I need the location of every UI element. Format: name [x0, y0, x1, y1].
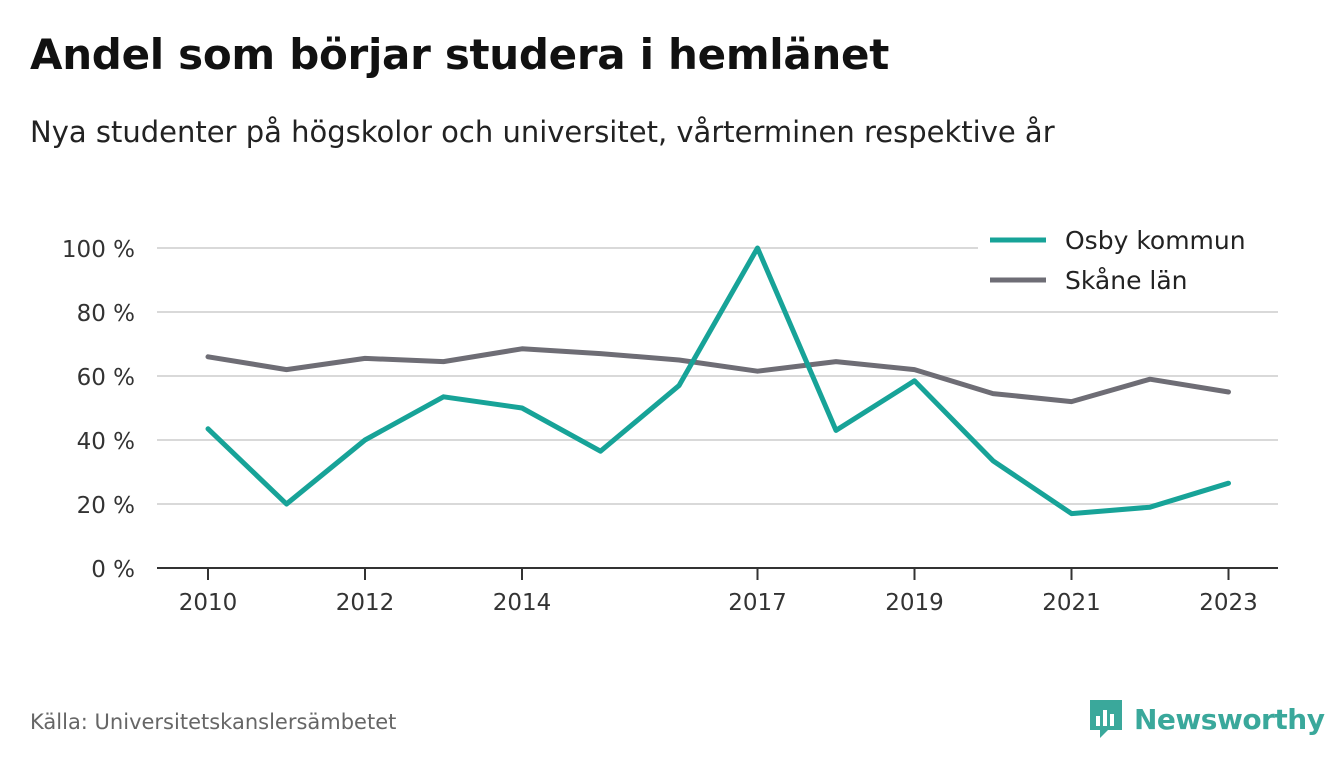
x-tick-label: 2019 — [885, 590, 944, 616]
y-tick-label: 40 % — [77, 429, 135, 455]
newsworthy-logo-icon — [1090, 700, 1122, 738]
y-tick-label: 80 % — [77, 301, 135, 327]
x-tick-label: 2012 — [336, 590, 395, 616]
axes: 0 % 20 % 40 % 60 % 80 % 100 % 2010 2012 2014 2017… — [62, 237, 1278, 616]
x-tick-label: 2023 — [1199, 590, 1258, 616]
y-tick-label: 100 % — [62, 237, 135, 263]
source-note: Källa: Universitetskanslersämbetet — [30, 710, 397, 734]
chart-subtitle: Nya studenter på högskolor och universit… — [30, 115, 1055, 149]
x-tick-label: 2021 — [1042, 590, 1101, 616]
x-tick-label: 2017 — [728, 590, 787, 616]
x-tick-label: 2014 — [493, 590, 552, 616]
x-tick-label: 2010 — [179, 590, 238, 616]
legend-label: Osby kommun — [1065, 226, 1246, 255]
chart-title: Andel som börjar studera i hemlänet — [30, 30, 889, 79]
y-tick-label: 0 % — [91, 557, 135, 583]
y-tick-label: 60 % — [77, 365, 135, 391]
brand-logo: Newsworthy — [1088, 698, 1325, 740]
series-line-osby-kommun — [205, 245, 1231, 517]
y-tick-label: 20 % — [77, 493, 135, 519]
series-line-skane-lan — [205, 346, 1231, 405]
legend-label: Skåne län — [1065, 266, 1188, 295]
series-lines — [205, 245, 1231, 517]
legend: Osby kommun Skåne län — [978, 224, 1278, 298]
brand-name: Newsworthy — [1134, 702, 1325, 736]
